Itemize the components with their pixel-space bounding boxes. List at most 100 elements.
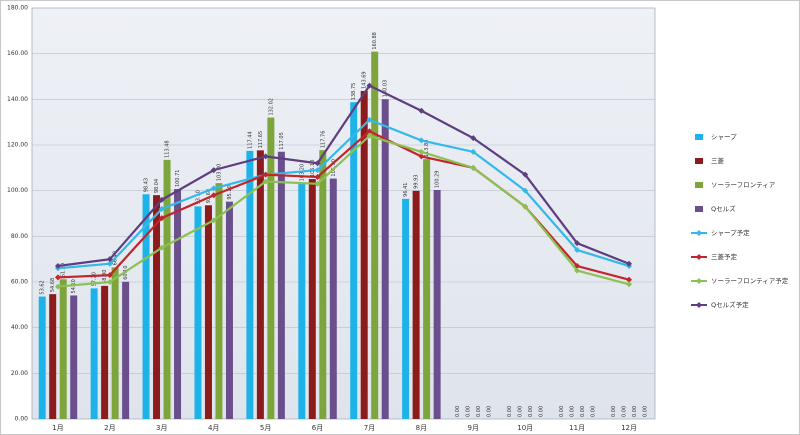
bar-value-label: 103.20 [299, 164, 305, 182]
bar-value-label: 117.44 [247, 131, 253, 149]
bar-value-label: 0.00 [559, 406, 565, 417]
bar-value-label: 99.93 [414, 174, 420, 188]
line-marker [522, 187, 529, 194]
y-tick-label: 180.00 [7, 5, 28, 12]
line-marker [418, 153, 425, 160]
x-tick-label: 12月 [621, 424, 637, 432]
bar-value-label: 0.00 [611, 406, 617, 417]
line-marker [522, 171, 529, 178]
line-marker [106, 272, 113, 279]
bar-value-label: 138.75 [351, 83, 357, 101]
x-tick-label: 10月 [517, 424, 533, 432]
line-marker [418, 107, 425, 114]
bar-value-label: 0.00 [632, 406, 638, 417]
line-marker [314, 167, 321, 174]
x-tick-label: 5月 [260, 424, 271, 432]
legend-marker [696, 254, 702, 260]
legend-label: ソーラーフロンティア予定 [711, 276, 789, 285]
bar-value-label: 53.62 [40, 280, 46, 294]
plot-area [31, 7, 656, 420]
y-tick-label: 80.00 [11, 233, 28, 240]
bar-value-label: 98.43 [144, 178, 150, 192]
x-tick-label: 7月 [364, 424, 375, 432]
bar-value-label: 0.00 [487, 406, 493, 417]
line-marker [522, 203, 529, 210]
bar-value-label: 93.60 [206, 189, 212, 203]
bar-value-label: 0.00 [580, 406, 586, 417]
bar-value-label: 93.10 [195, 190, 201, 204]
bar [174, 189, 182, 419]
legend-swatch [695, 158, 703, 164]
bar-value-label: 0.00 [455, 406, 461, 417]
y-tick-label: 140.00 [7, 96, 28, 103]
x-tick-label: 11月 [569, 424, 585, 432]
line-marker [574, 247, 581, 254]
bar-value-label: 54.10 [71, 279, 77, 293]
bar [70, 295, 78, 419]
bar-value-label: 140.03 [383, 80, 389, 98]
bar [49, 294, 57, 419]
y-tick-label: 160.00 [7, 50, 28, 57]
bar-value-label: 57.20 [92, 272, 98, 286]
bar [59, 279, 67, 419]
line-marker [366, 132, 373, 139]
bar-value-label: 54.68 [50, 278, 56, 292]
bar [256, 150, 264, 419]
line-marker [210, 185, 217, 192]
bar-value-label: 100.71 [175, 170, 181, 188]
bar-value-label: 96.41 [403, 183, 409, 197]
y-tick-label: 0.00 [15, 416, 29, 423]
bar [319, 150, 327, 419]
line-marker [262, 171, 269, 178]
x-tick-label: 1月 [52, 424, 63, 432]
bar [423, 159, 431, 419]
line-marker [262, 153, 269, 160]
bar [163, 159, 171, 419]
bar [308, 179, 316, 419]
bar [225, 201, 233, 419]
line-marker [574, 240, 581, 247]
legend-label: ソーラーフロンティア [711, 181, 776, 189]
bar-value-label: 0.00 [538, 406, 544, 417]
line-marker [106, 256, 113, 263]
line-marker [626, 276, 633, 283]
bar [122, 281, 130, 419]
bar-value-label: 143.69 [362, 71, 368, 89]
bar [381, 99, 389, 419]
line-marker [418, 137, 425, 144]
legend-label: シャープ予定 [711, 228, 750, 237]
bar [267, 117, 275, 420]
line-marker [210, 192, 217, 199]
line-marker [366, 116, 373, 123]
line-marker [626, 260, 633, 267]
x-tick-label: 4月 [208, 424, 219, 432]
x-tick-label: 9月 [468, 424, 479, 432]
line [57, 134, 630, 288]
line [57, 84, 630, 268]
x-tick-label: 2月 [104, 424, 115, 432]
legend-marker [696, 302, 702, 308]
line-marker [210, 167, 217, 174]
bar-value-label: 0.00 [590, 406, 596, 417]
bar-value-label: 0.00 [569, 406, 575, 417]
line-marker [54, 274, 61, 281]
y-tick-label: 60.00 [11, 279, 28, 286]
line-marker [314, 160, 321, 167]
bar [38, 296, 46, 419]
bar-value-label: 0.00 [528, 406, 534, 417]
bar-value-label: 0.00 [476, 406, 482, 417]
x-tick-label: 8月 [416, 424, 427, 432]
bar-value-label: 0.00 [621, 406, 627, 417]
bar-value-label: 0.00 [517, 406, 523, 417]
line-marker [470, 164, 477, 171]
bar-value-label: 0.00 [642, 406, 648, 417]
bar-value-label: 160.88 [372, 32, 378, 50]
bar [412, 190, 420, 419]
line-marker [470, 148, 477, 155]
bar [350, 102, 358, 419]
line-marker [418, 148, 425, 155]
bar-value-label: 0.00 [507, 406, 513, 417]
bar-value-label: 61.20 [61, 263, 67, 277]
line [57, 118, 630, 270]
